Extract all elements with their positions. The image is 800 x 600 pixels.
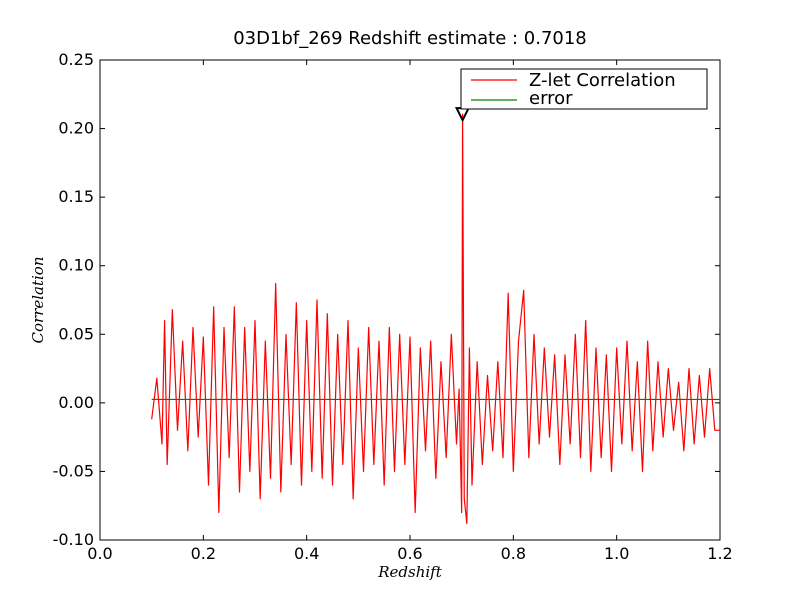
y-tick-label: 0.05 <box>58 324 94 343</box>
chart-title: 03D1bf_269 Redshift estimate : 0.7018 <box>233 28 587 49</box>
y-tick-label: 0.25 <box>58 50 94 69</box>
y-tick-label: -0.05 <box>53 461 94 480</box>
legend: Z-let Correlation error <box>460 68 708 110</box>
legend-label-error: error <box>529 88 573 109</box>
y-tick-label: 0.00 <box>58 393 94 412</box>
x-tick-label: 0.8 <box>501 544 526 563</box>
x-axis-label: Redshift <box>377 563 442 581</box>
axis-ticks <box>99 59 721 541</box>
y-tick-label: -0.10 <box>53 530 94 549</box>
series-line-z-let-correlation <box>151 113 720 525</box>
legend-box <box>460 68 708 110</box>
x-tick-label: 1.2 <box>707 544 732 563</box>
y-tick-label: 0.20 <box>58 119 94 138</box>
x-tick-label: 0.4 <box>294 544 319 563</box>
x-tick-label: 0.6 <box>397 544 422 563</box>
x-tick-label: 1.0 <box>604 544 629 563</box>
tick-labels: 0.0 0.2 0.4 0.6 0.8 1.0 1.2 -0.10 -0.05 0.00 0.05 0… <box>53 50 733 563</box>
y-tick-label: 0.10 <box>58 256 94 275</box>
y-tick-label: 0.15 <box>58 187 94 206</box>
y-axis-label: Correlation <box>29 257 47 344</box>
legend-label-correlation: Z-let Correlation <box>529 70 676 91</box>
x-tick-label: 0.2 <box>191 544 216 563</box>
plot-area <box>99 59 721 541</box>
x-tick-label: 0.0 <box>87 544 112 563</box>
